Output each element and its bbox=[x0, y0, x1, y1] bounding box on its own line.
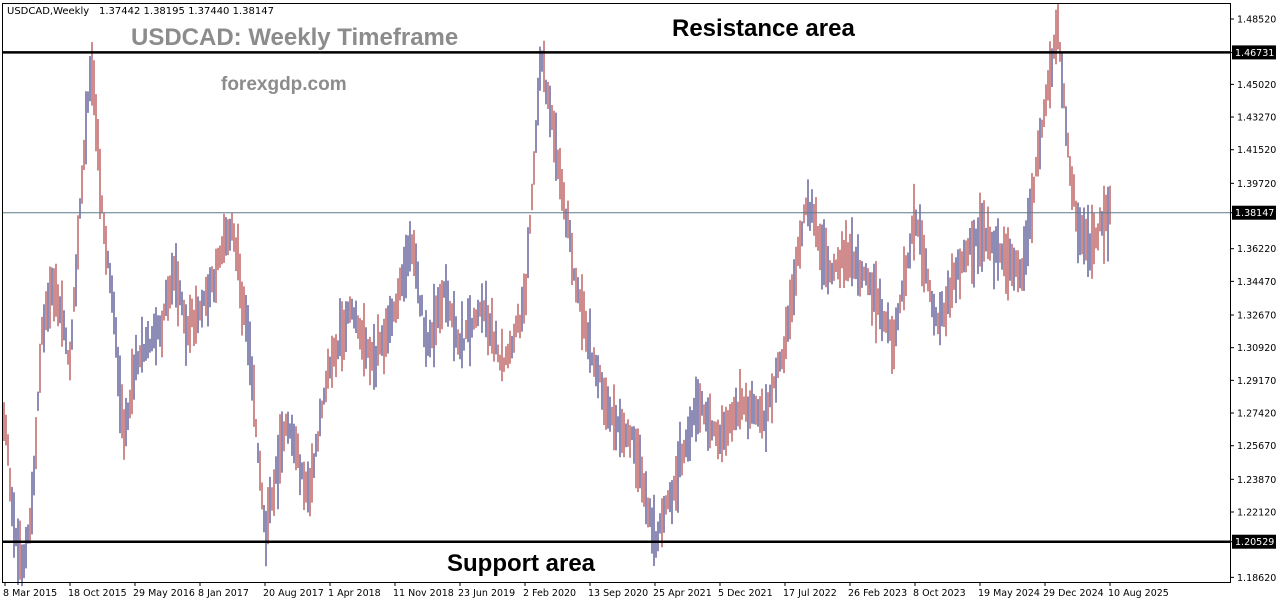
time-tick-label: 17 Jul 2022 bbox=[783, 588, 837, 599]
price-tick-label: 1.41520 bbox=[1237, 145, 1276, 156]
plot-border bbox=[2, 3, 1231, 583]
time-tick-label: 29 May 2016 bbox=[133, 588, 195, 599]
time-tick-label: 8 Mar 2015 bbox=[3, 588, 57, 599]
ohlc-readout: 1.37442 1.38195 1.37440 1.38147 bbox=[99, 6, 274, 17]
time-tick-label: 19 May 2024 bbox=[978, 588, 1040, 599]
price-tick-label: 1.34470 bbox=[1237, 277, 1276, 288]
support-label: Support area bbox=[447, 550, 596, 577]
time-tick-label: 8 Oct 2023 bbox=[913, 588, 966, 599]
time-tick-label: 5 Dec 2021 bbox=[718, 588, 773, 599]
price-tick-label: 1.39720 bbox=[1237, 179, 1276, 190]
price-tag bbox=[1232, 205, 1276, 220]
time-tick-label: 13 Sep 2020 bbox=[588, 588, 648, 599]
time-axis[interactable]: 8 Mar 2015 18 Oct 2015 29 May 2016 8 Jan 20… bbox=[3, 582, 1169, 599]
time-tick-label: 1 Apr 2018 bbox=[328, 588, 381, 599]
price-tag-label: 1.38147 bbox=[1235, 208, 1274, 219]
time-tick-label: 20 Aug 2017 bbox=[263, 588, 324, 599]
price-tick-label: 1.43270 bbox=[1237, 113, 1276, 124]
time-tick-label: 2 Feb 2020 bbox=[523, 588, 576, 599]
price-axis[interactable]: 1.48520 1.46731 1.45020 1.43270 1.41520 1.397… bbox=[1230, 15, 1276, 584]
price-tick-label: 1.23870 bbox=[1237, 475, 1276, 486]
chart-frame bbox=[2, 3, 1231, 583]
price-tag bbox=[1232, 534, 1276, 549]
levels-layer bbox=[2, 51, 1230, 543]
time-tick-label: 23 Jun 2019 bbox=[458, 588, 515, 599]
price-tick-label: 1.30920 bbox=[1237, 343, 1276, 354]
time-tick-label: 11 Nov 2018 bbox=[393, 588, 454, 599]
price-tick-label: 1.22120 bbox=[1237, 508, 1276, 519]
price-tick-label: 1.48520 bbox=[1237, 15, 1276, 26]
chart-title: USDCAD: Weekly Timeframe bbox=[131, 24, 458, 51]
price-tag-label: 1.20529 bbox=[1235, 537, 1274, 548]
time-tick-label: 18 Oct 2015 bbox=[68, 588, 127, 599]
time-tick-label: 10 Aug 2025 bbox=[1108, 588, 1169, 599]
price-tick-label: 1.32670 bbox=[1237, 310, 1276, 321]
time-tick-label: 25 Apr 2021 bbox=[653, 588, 712, 599]
time-tick-label: 29 Dec 2024 bbox=[1043, 588, 1104, 599]
watermark-text: forexgdp.com bbox=[221, 74, 347, 95]
price-tick-label: 1.45020 bbox=[1237, 80, 1276, 91]
price-tag bbox=[1232, 45, 1276, 60]
price-tick-label: 1.25670 bbox=[1237, 441, 1276, 452]
time-tick-label: 26 Feb 2023 bbox=[848, 588, 907, 599]
symbol-label: USDCAD,Weekly bbox=[7, 6, 89, 17]
price-tick-label: 1.29170 bbox=[1237, 376, 1276, 387]
ohlc-bars bbox=[3, 4, 1111, 587]
price-tag-label: 1.46731 bbox=[1235, 48, 1274, 59]
resistance-label: Resistance area bbox=[672, 15, 855, 42]
price-tick-label: 1.36220 bbox=[1237, 244, 1276, 255]
price-tick-label: 1.27420 bbox=[1237, 409, 1276, 420]
price-tick-label: 1.18620 bbox=[1237, 573, 1276, 584]
time-tick-label: 8 Jan 2017 bbox=[198, 588, 249, 599]
